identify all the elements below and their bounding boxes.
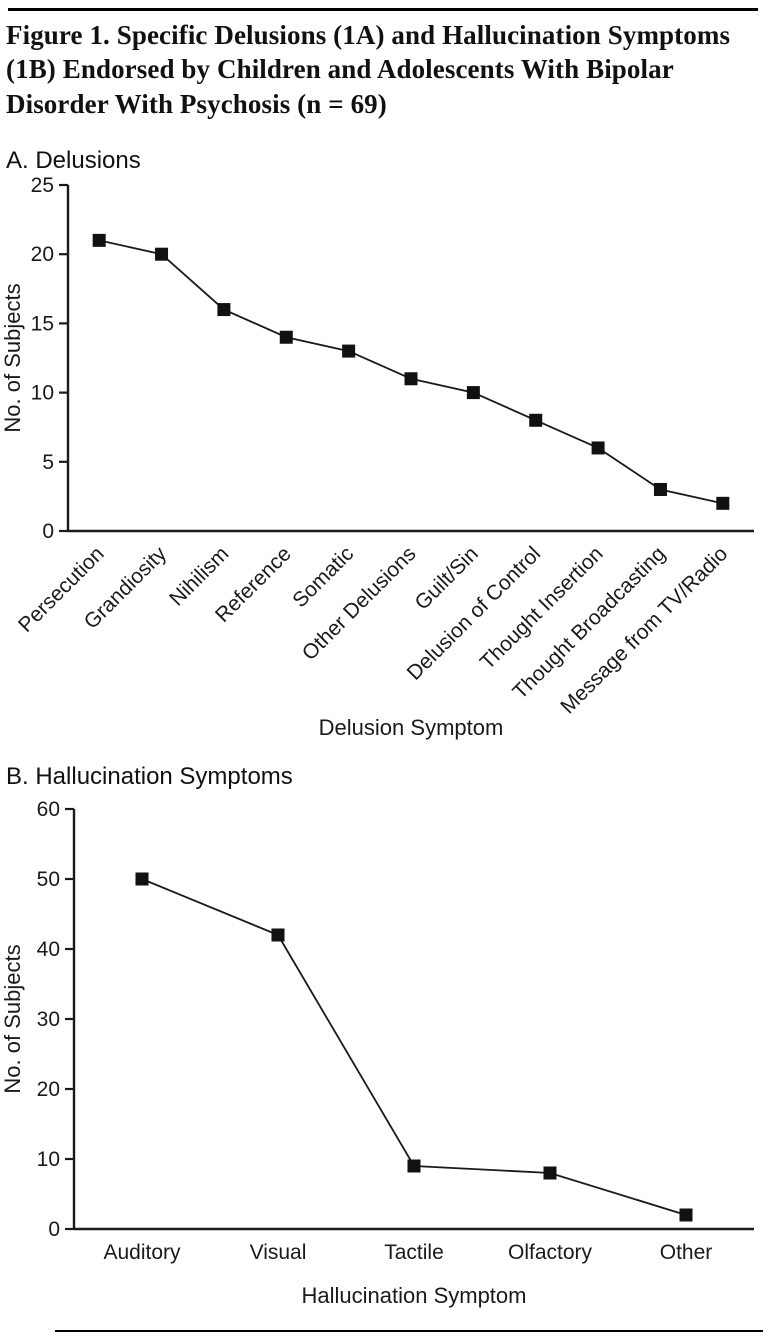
hallucinations-chart: 0 10 20 30 40 50 60 No. of Subjects Auditory Visu… [0, 798, 754, 1308]
figure-title-line-2: (1B) Endorsed by Children and Adolescent… [6, 54, 674, 85]
top-rule [8, 8, 758, 11]
y-tick-label: 50 [37, 868, 60, 891]
y-axis-title: No. of Subjects [0, 283, 25, 432]
y-tick-label: 0 [48, 1218, 60, 1241]
data-point-marker [407, 1159, 421, 1173]
x-axis-title: Hallucination Symptom [302, 1283, 527, 1308]
y-tick-label: 20 [37, 1078, 60, 1101]
y-tick-label: 60 [37, 798, 60, 821]
data-point-marker [279, 330, 293, 344]
data-point-marker [679, 1208, 693, 1222]
data-point-marker [404, 372, 418, 386]
x-category-label: Visual [250, 1241, 307, 1264]
x-category-label: Other [660, 1241, 713, 1264]
figure-title-line-3: Disorder With Psychosis (n = 69) [6, 88, 387, 119]
x-axis-title: Delusion Symptom [319, 715, 504, 740]
x-category-label: Olfactory [508, 1241, 593, 1264]
data-point-marker [591, 441, 605, 455]
data-point-marker [529, 413, 543, 427]
y-tick-label: 40 [37, 938, 60, 961]
data-point-marker [716, 496, 730, 510]
y-tick-label: 25 [31, 175, 54, 197]
figure-title-line-1: Figure 1. Specific Delusions (1A) and Ha… [6, 20, 731, 50]
data-point-marker [653, 482, 667, 496]
y-tick-label: 30 [37, 1008, 60, 1031]
x-category-label: Auditory [103, 1241, 181, 1264]
x-category-label: Tactile [384, 1241, 444, 1264]
data-point-marker [543, 1166, 557, 1180]
data-point-marker [466, 385, 480, 399]
data-point-marker [135, 872, 149, 886]
data-point-marker [92, 233, 106, 247]
y-tick-label: 15 [31, 312, 54, 335]
panel-a-label: A. Delusions [6, 146, 141, 174]
y-tick-label: 10 [37, 1148, 60, 1171]
data-point-marker [155, 247, 169, 261]
x-category-label: Other Delusions [298, 542, 421, 665]
y-tick-label: 20 [31, 243, 54, 266]
y-tick-label: 10 [31, 381, 54, 404]
panel-delusions: A. Delusions 0 5 10 15 20 25 No. of Subjects Pe… [0, 147, 768, 751]
series-line [98, 239, 724, 505]
panel-hallucinations: B. Hallucination Symptoms 0 10 20 30 40 50 60 N… [0, 763, 768, 1315]
bottom-rule [55, 1330, 763, 1332]
panel-b-label: B. Hallucination Symptoms [6, 762, 293, 790]
data-point-marker [342, 344, 356, 358]
data-point-marker [271, 928, 285, 942]
data-point-marker [217, 302, 231, 316]
y-axis-title: No. of Subjects [0, 944, 25, 1093]
y-tick-label: 0 [42, 520, 54, 543]
y-tick-label: 5 [42, 451, 54, 474]
figure-title: Figure 1. Specific Delusions (1A) and Ha… [6, 18, 760, 121]
